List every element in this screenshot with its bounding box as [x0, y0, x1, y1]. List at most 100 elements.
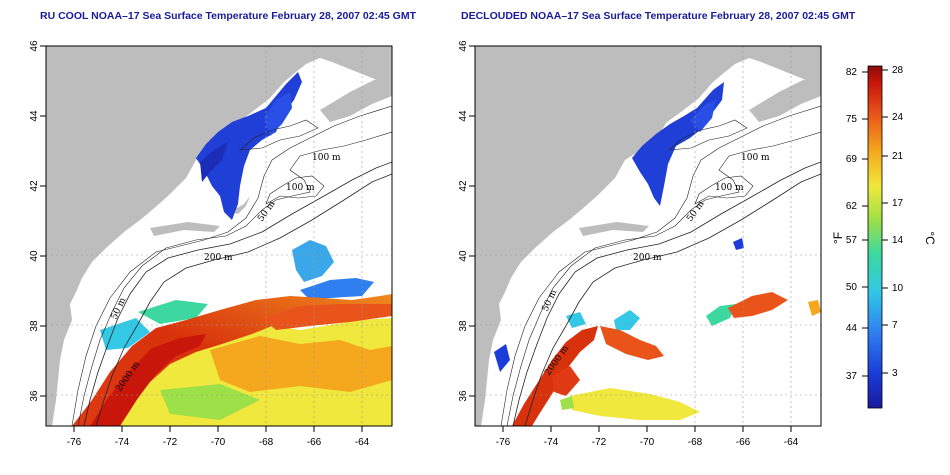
left-contour-label-3: 50 m — [256, 199, 278, 224]
left-y-tick-38: 38 — [29, 320, 40, 332]
left-x-tick-70: -70 — [211, 437, 226, 448]
right-x-tick-64: -64 — [784, 437, 799, 448]
left-y-tick-42: 42 — [29, 180, 40, 192]
right-canada-coast — [729, 46, 821, 80]
left-sst-cyan-patch — [100, 318, 150, 350]
right-sst-yellow-south — [570, 388, 700, 420]
colorbar-f-tick-75: 75 — [846, 114, 858, 125]
colorbar-gradient — [867, 65, 883, 409]
right-sst-lime-spot — [560, 396, 574, 410]
left-sst-warm-orange — [210, 336, 392, 392]
left-x-tick-76: -76 — [67, 437, 82, 448]
left-long-island — [150, 222, 220, 236]
left-grid — [46, 46, 392, 426]
right-land-mass — [475, 46, 821, 426]
left-sst-stream-core — [90, 334, 206, 426]
left-contour-label-2: 100 m — [286, 183, 315, 193]
left-nova-scotia — [320, 74, 392, 122]
right-y-tick-44: 44 — [458, 110, 469, 122]
colorbar-f-tick-50: 50 — [846, 282, 858, 293]
right-sst-cyan-1 — [614, 310, 640, 330]
left-y-tick-44: 44 — [29, 110, 40, 122]
right-contour-label-4: 200 m — [633, 253, 662, 263]
colorbar-f-tick-37: 37 — [846, 371, 858, 382]
left-x-axis: -76 -74 -72 -70 -68 -66 -64 — [67, 426, 370, 448]
left-sst-meander — [262, 304, 392, 330]
left-sst-coast-blue — [200, 142, 228, 182]
left-sst-shelf-blue — [300, 278, 374, 300]
right-sst-gulf-maine-2 — [690, 100, 716, 132]
colorbar-c-tick-7: 7 — [892, 320, 898, 331]
colorbar: 82 75 69 62 57 50 44 37 28 24 21 17 14 1… — [831, 65, 937, 409]
left-sst-green-patch — [138, 300, 208, 324]
left-x-tick-64: -64 — [355, 437, 370, 448]
right-x-axis: -76 -74 -72 -70 -68 -66 -64 — [496, 426, 799, 448]
left-x-tick-72: -72 — [163, 437, 178, 448]
right-contour-georges — [694, 175, 754, 205]
right-contour-50m — [500, 105, 821, 426]
right-x-tick-70: -70 — [640, 437, 655, 448]
left-canada-coast — [300, 46, 392, 80]
colorbar-f-tick-44: 44 — [846, 323, 858, 334]
right-sst-ny-coast — [494, 344, 510, 372]
right-sst-red-patch — [552, 366, 580, 396]
left-map-panel: 100 m 100 m 50 m 200 m 50 m 2000 m 46 44… — [29, 40, 393, 448]
right-sst-meander — [728, 292, 788, 318]
left-contour-2000m — [95, 173, 392, 426]
colorbar-f-ticks: 82 75 69 62 57 50 44 37 — [846, 67, 868, 382]
colorbar-f-tick-62: 62 — [846, 201, 858, 212]
right-y-tick-36: 36 — [458, 390, 469, 402]
right-x-tick-76: -76 — [496, 437, 511, 448]
colorbar-f-tick-57: 57 — [846, 235, 858, 246]
right-nova-scotia — [749, 74, 821, 122]
left-sst-bay-fundy — [264, 92, 292, 136]
left-sst-lime-patch — [160, 384, 260, 420]
right-sst-orange-east — [808, 300, 821, 316]
right-y-tick-42: 42 — [458, 180, 469, 192]
colorbar-celsius-label: °C — [923, 231, 937, 245]
right-contour-100m — [506, 131, 821, 426]
left-panel-title: RU COOL NOAA–17 Sea Surface Temperature … — [40, 10, 417, 22]
left-contour-label-1: 100 m — [312, 153, 341, 163]
left-sst-shelf-cyan — [292, 240, 334, 282]
right-contour-label-3: 50 m — [685, 199, 707, 224]
right-x-tick-74: -74 — [544, 437, 559, 448]
right-y-tick-38: 38 — [458, 320, 469, 332]
right-y-axis: 46 44 42 40 38 36 — [458, 40, 475, 402]
right-grid — [475, 46, 821, 426]
colorbar-f-tick-69: 69 — [846, 154, 858, 165]
right-map-panel: 100 m 100 m 50 m 200 m 50 m 2000 m 46 44… — [458, 40, 822, 448]
left-contour-georges — [265, 175, 325, 205]
colorbar-c-tick-14: 14 — [892, 235, 904, 246]
left-contour-inner — [239, 119, 319, 151]
left-contour-label-4: 200 m — [204, 253, 233, 263]
left-x-tick-68: -68 — [259, 437, 274, 448]
right-x-tick-68: -68 — [688, 437, 703, 448]
right-sst-green-1 — [706, 304, 736, 326]
left-y-tick-40: 40 — [29, 250, 40, 262]
right-sst-stream-east — [600, 326, 664, 360]
right-sst-shelf-spot — [733, 238, 744, 250]
left-y-tick-36: 36 — [29, 390, 40, 402]
right-x-tick-66: -66 — [736, 437, 751, 448]
right-long-island — [579, 222, 649, 236]
right-panel-title: DECLOUDED NOAA–17 Sea Surface Temperatur… — [461, 10, 856, 22]
right-contour-label-2: 100 m — [715, 183, 744, 193]
colorbar-c-tick-10: 10 — [892, 283, 904, 294]
left-x-tick-74: -74 — [115, 437, 130, 448]
left-land-mass — [46, 46, 392, 426]
right-contour-label-1: 100 m — [741, 153, 770, 163]
left-map-frame — [45, 45, 393, 427]
left-contour-200m — [83, 161, 392, 426]
left-map-area — [46, 46, 392, 426]
colorbar-c-tick-3: 3 — [892, 368, 898, 379]
right-contour-200m — [512, 161, 821, 426]
left-contour-label-5: 50 m — [110, 296, 129, 321]
colorbar-fahrenheit-label: °F — [831, 232, 845, 244]
right-map-area — [475, 46, 821, 426]
left-y-axis: 46 44 42 40 38 36 — [29, 40, 46, 402]
right-y-tick-46: 46 — [458, 40, 469, 52]
right-contour-inner — [668, 119, 748, 151]
right-map-frame — [474, 45, 822, 427]
